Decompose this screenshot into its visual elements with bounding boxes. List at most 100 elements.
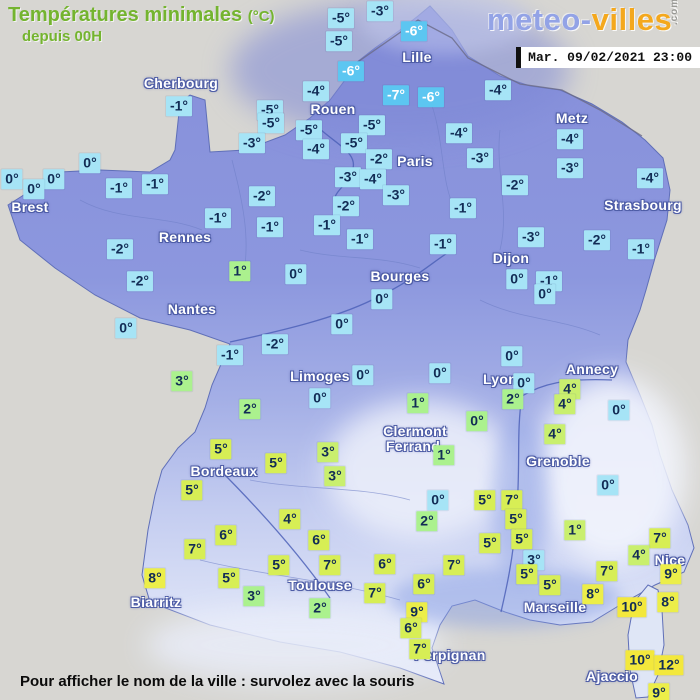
temp-label[interactable]: 0° [501,346,523,366]
temp-label[interactable]: 7° [364,583,386,603]
temp-label[interactable]: 4° [559,379,581,399]
temp-label[interactable]: 7° [319,555,341,575]
temp-label[interactable]: -3° [366,1,394,21]
temp-label[interactable]: 0° [1,169,23,189]
temp-label[interactable]: -1° [105,178,133,198]
temp-label[interactable]: 0° [513,373,535,393]
temp-label[interactable]: 0° [608,400,630,420]
temp-label[interactable]: 1° [229,261,251,281]
temp-label[interactable]: -2° [332,196,360,216]
temp-label[interactable]: -4° [636,168,664,188]
temp-label[interactable]: 3° [317,442,339,462]
temp-label[interactable]: 3° [243,586,265,606]
temp-label[interactable]: 7° [409,639,431,659]
temp-label[interactable]: -1° [429,234,457,254]
temp-label[interactable]: 10° [617,597,647,617]
temp-label[interactable]: 0° [115,318,137,338]
temp-label[interactable]: 5° [505,509,527,529]
site-logo[interactable]: meteo-villes .com [487,0,680,38]
temp-label[interactable]: 6° [215,525,237,545]
temp-label[interactable]: 0° [79,153,101,173]
temp-label[interactable]: 7° [184,539,206,559]
temp-label[interactable]: 0° [309,388,331,408]
temp-label[interactable]: 0° [429,363,451,383]
temp-label[interactable]: 2° [416,511,438,531]
temp-label[interactable]: 5° [474,490,496,510]
temp-label[interactable]: 2° [502,389,524,409]
temp-label[interactable]: 5° [516,564,538,584]
temp-label[interactable]: 9° [648,683,670,700]
temp-label[interactable]: 5° [181,480,203,500]
temp-label[interactable]: -4° [445,123,473,143]
temp-label[interactable]: 6° [413,574,435,594]
temp-label[interactable]: 0° [352,365,374,385]
temp-label[interactable]: 2° [239,399,261,419]
temp-label[interactable]: -5° [257,113,285,133]
temp-label[interactable]: 1° [433,445,455,465]
temp-label[interactable]: 0° [285,264,307,284]
temp-label[interactable]: -6° [417,87,445,107]
temp-label[interactable]: -4° [359,169,387,189]
temp-label[interactable]: 2° [309,598,331,618]
temp-label[interactable]: -4° [484,80,512,100]
temp-label[interactable]: 4° [279,509,301,529]
temp-label[interactable]: 0° [534,284,556,304]
temp-label[interactable]: -1° [204,208,232,228]
temp-label[interactable]: -2° [248,186,276,206]
temp-label[interactable]: -1° [627,239,655,259]
temp-label[interactable]: 1° [564,520,586,540]
temp-label[interactable]: -2° [583,230,611,250]
temp-label[interactable]: 8° [582,584,604,604]
temp-label[interactable]: -1° [346,229,374,249]
temp-label[interactable]: -3° [238,133,266,153]
temp-label[interactable]: -1° [165,96,193,116]
temp-label[interactable]: -2° [365,149,393,169]
temp-label[interactable]: -2° [501,175,529,195]
temp-label[interactable]: -6° [337,61,365,81]
temp-label[interactable]: -5° [358,115,386,135]
temp-label[interactable]: 7° [596,561,618,581]
temp-label[interactable]: 12° [654,655,684,675]
temp-label[interactable]: 5° [265,453,287,473]
temp-label[interactable]: -2° [261,334,289,354]
temp-label[interactable]: 0° [506,269,528,289]
temp-label[interactable]: -3° [382,185,410,205]
temp-label[interactable]: 0° [597,475,619,495]
temp-label[interactable]: -4° [556,129,584,149]
temp-label[interactable]: -3° [466,148,494,168]
temp-label[interactable]: -1° [256,217,284,237]
temp-label[interactable]: 5° [479,533,501,553]
temp-label[interactable]: -4° [302,139,330,159]
temp-label[interactable]: 7° [501,490,523,510]
temp-label[interactable]: -1° [313,215,341,235]
temp-label[interactable]: 4° [554,394,576,414]
temp-label[interactable]: -1° [449,198,477,218]
temp-label[interactable]: 9° [406,602,428,622]
temp-label[interactable]: 8° [657,592,679,612]
temp-label[interactable]: 3° [171,371,193,391]
temp-label[interactable]: 0° [466,411,488,431]
temp-label[interactable]: 0° [43,169,65,189]
temp-label[interactable]: 5° [210,439,232,459]
temp-label[interactable]: -1° [141,174,169,194]
temp-label[interactable]: -6° [400,21,428,41]
temp-label[interactable]: 7° [649,528,671,548]
temp-label[interactable]: -5° [325,31,353,51]
temp-label[interactable]: 10° [625,650,655,670]
temp-label[interactable]: 4° [544,424,566,444]
temp-label[interactable]: 4° [628,545,650,565]
temp-label[interactable]: 6° [308,530,330,550]
temp-label[interactable]: -4° [302,81,330,101]
temp-label[interactable]: -2° [106,239,134,259]
temp-label[interactable]: -5° [340,133,368,153]
temp-label[interactable]: 0° [427,490,449,510]
temp-label[interactable]: 5° [218,568,240,588]
temp-label[interactable]: 6° [374,554,396,574]
temp-label[interactable]: 6° [400,618,422,638]
temp-label[interactable]: -5° [327,8,355,28]
temp-label[interactable]: -7° [382,85,410,105]
temp-label[interactable]: -3° [334,167,362,187]
temp-label[interactable]: 7° [443,555,465,575]
temp-label[interactable]: -2° [126,271,154,291]
temp-label[interactable]: -3° [556,158,584,178]
